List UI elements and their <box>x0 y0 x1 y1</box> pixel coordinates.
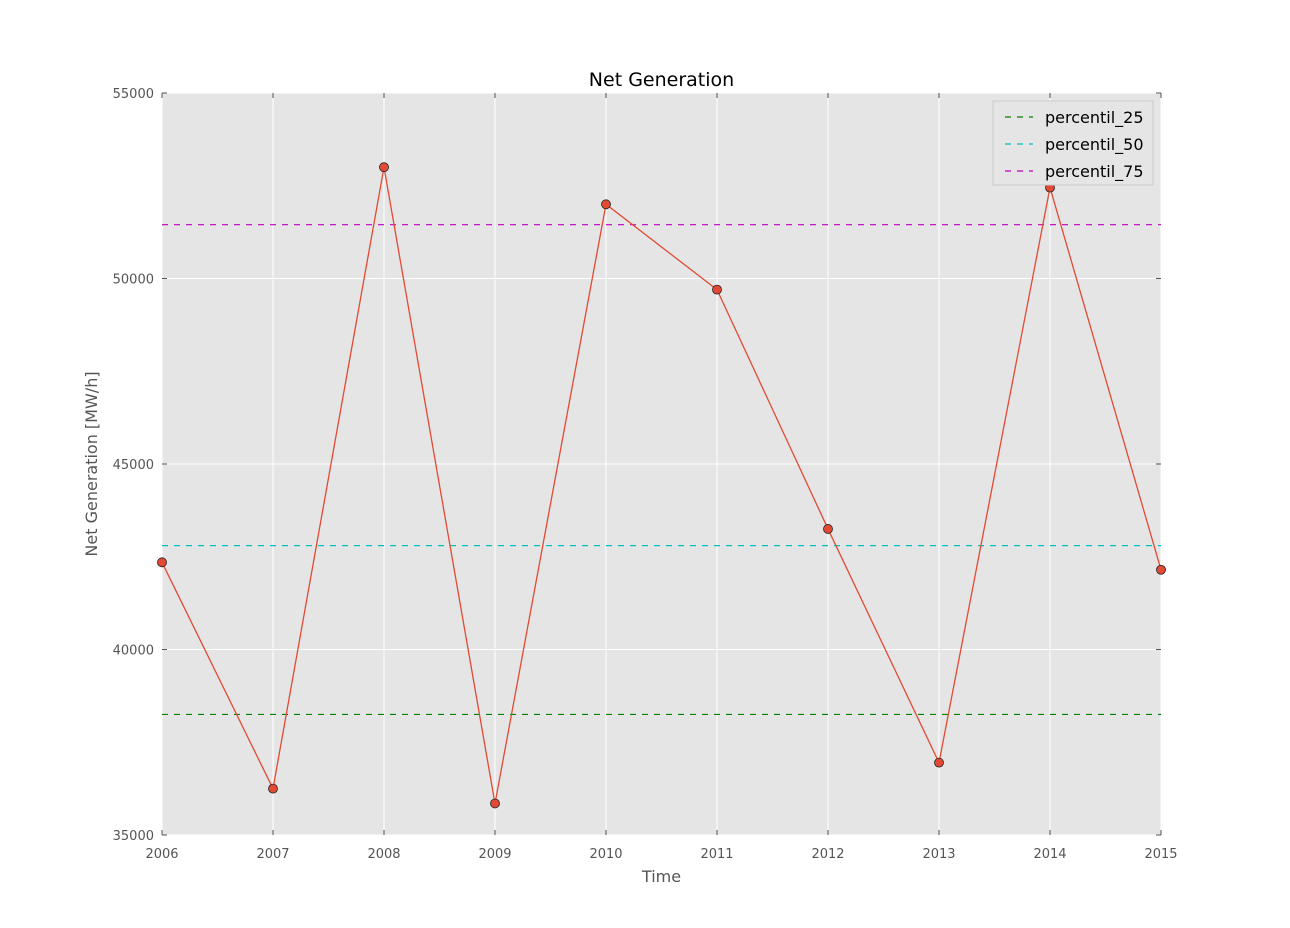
x-tick-label: 2011 <box>700 847 733 862</box>
y-axis-label: Net Generation [MW/h] <box>82 371 101 556</box>
series-line <box>161 167 1162 804</box>
data-point <box>601 199 611 210</box>
y-tick-label: 55000 <box>113 87 154 102</box>
chart-title: Net Generation <box>589 69 734 91</box>
x-tick-label: 2007 <box>256 847 289 862</box>
axis-ticks: 2006 2007 2008 2009 2010 2011 2012 2013 2014 2015… <box>113 87 1178 862</box>
x-tick-label: 2006 <box>145 847 178 862</box>
percentil_25-legend-label: percentil_25 <box>1045 108 1144 128</box>
y-tick-label: 35000 <box>113 829 154 844</box>
x-axis-label: Time <box>641 867 681 886</box>
data-point <box>268 783 278 794</box>
data-point <box>157 557 167 568</box>
data-point <box>823 524 833 534</box>
x-tick-label: 2012 <box>811 847 844 862</box>
x-tick-label: 2009 <box>478 847 511 862</box>
x-tick-label: 2008 <box>367 847 400 862</box>
y-tick-label: 50000 <box>113 273 154 288</box>
x-tick-label: 2015 <box>1144 847 1177 862</box>
percentil_50-legend-label: percentil_50 <box>1045 135 1144 155</box>
x-tick-label: 2010 <box>589 847 622 862</box>
y-tick-label: 45000 <box>113 458 154 473</box>
y-tick-label: 40000 <box>113 644 154 659</box>
x-tick-label: 2013 <box>922 847 955 862</box>
percentil_75-legend-label: percentil_75 <box>1045 162 1144 182</box>
data-point <box>1156 564 1166 575</box>
percentile-lines <box>162 224 1161 716</box>
data-point <box>490 798 500 809</box>
data-point <box>934 757 944 768</box>
data-point <box>712 284 722 295</box>
legend: percentil_25 percentil_50 percentil_75 <box>992 100 1154 186</box>
data-point <box>379 162 389 173</box>
x-tick-label: 2014 <box>1033 847 1066 862</box>
